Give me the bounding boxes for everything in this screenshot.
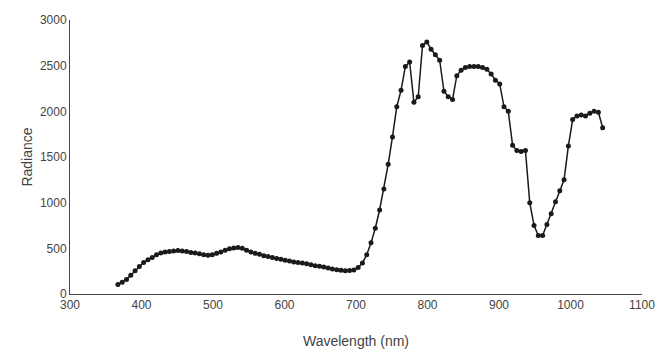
svg-text:0: 0 bbox=[60, 287, 67, 301]
svg-text:Wavelength (nm): Wavelength (nm) bbox=[303, 333, 409, 349]
svg-text:800: 800 bbox=[417, 298, 437, 312]
svg-text:1100: 1100 bbox=[629, 298, 655, 312]
svg-text:2500: 2500 bbox=[40, 59, 67, 73]
svg-text:700: 700 bbox=[346, 298, 366, 312]
svg-text:2000: 2000 bbox=[40, 105, 67, 119]
svg-text:1000: 1000 bbox=[40, 196, 67, 210]
svg-text:600: 600 bbox=[274, 298, 294, 312]
svg-text:1500: 1500 bbox=[40, 150, 67, 164]
svg-text:Radiance: Radiance bbox=[19, 127, 35, 186]
svg-text:400: 400 bbox=[131, 298, 151, 312]
svg-text:500: 500 bbox=[203, 298, 223, 312]
svg-text:300: 300 bbox=[60, 298, 80, 312]
svg-text:3000: 3000 bbox=[40, 13, 67, 27]
svg-text:500: 500 bbox=[47, 242, 67, 256]
svg-text:1000: 1000 bbox=[557, 298, 584, 312]
svg-text:900: 900 bbox=[489, 298, 509, 312]
